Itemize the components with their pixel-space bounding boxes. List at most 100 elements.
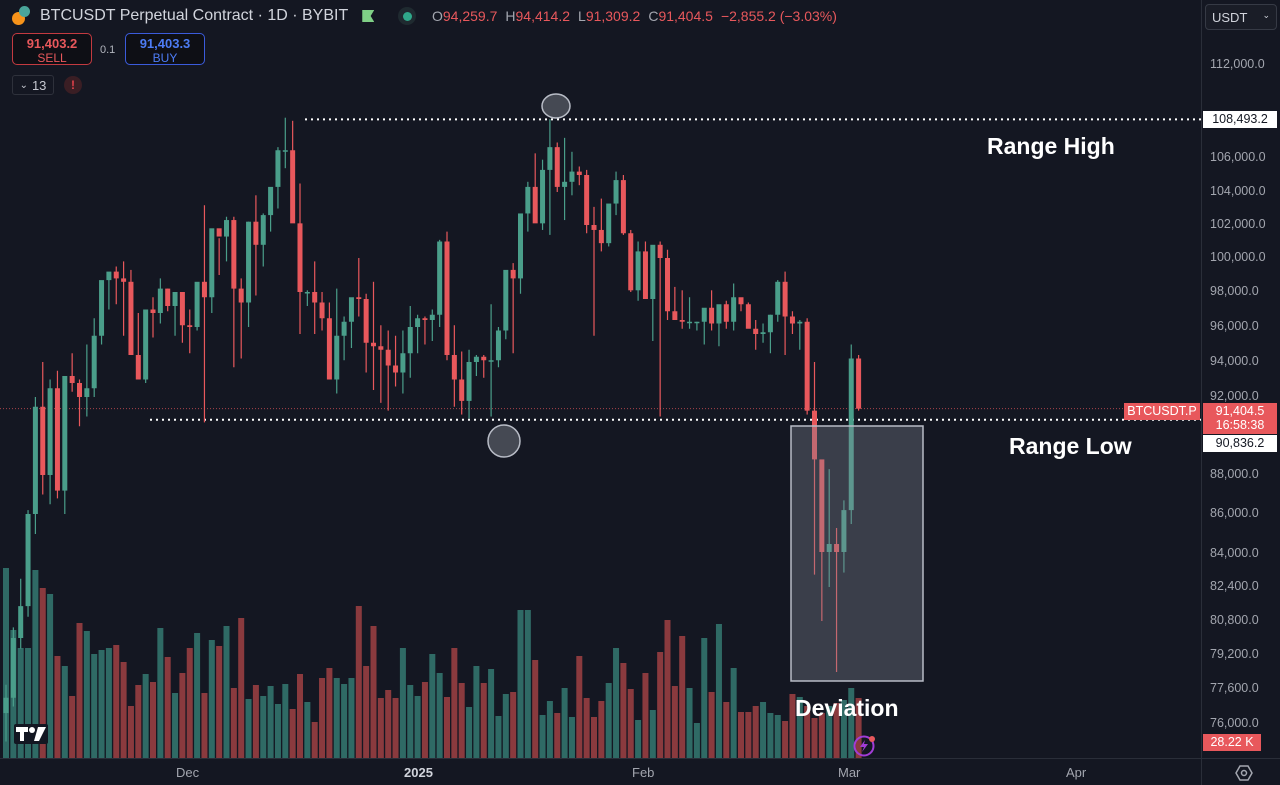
deviation-annotation[interactable]: Deviation [795, 695, 899, 721]
candle-body [767, 314, 773, 333]
lightning-alert-icon[interactable] [852, 733, 878, 759]
price-tick-label: 106,000.0 [1210, 150, 1266, 164]
volume-bar [671, 686, 678, 758]
time-tick-label: Mar [838, 765, 861, 780]
volume-bar [804, 706, 811, 758]
candle-body [687, 321, 693, 324]
symbol-title[interactable]: BTCUSDT Perpetual Contract · 1D · BYBIT [40, 7, 349, 24]
volume-bar [194, 633, 201, 758]
candle-body [275, 150, 281, 187]
volume-bar [774, 715, 781, 758]
candle-body [826, 544, 832, 552]
market-status-icon[interactable] [398, 7, 417, 25]
candle-body [459, 379, 465, 401]
sell-button[interactable]: 91,403.2 SELL [12, 33, 92, 65]
candle-body [760, 332, 766, 334]
volume-bar [855, 698, 862, 758]
candle-body [238, 288, 244, 303]
candle-body [91, 335, 97, 389]
deviation-box[interactable] [790, 425, 924, 682]
volume-bar [135, 685, 142, 758]
candle-body [10, 638, 16, 698]
volume-bar [826, 706, 833, 758]
volume-bar [69, 696, 76, 758]
buy-button[interactable]: 91,403.3 BUY [125, 33, 205, 65]
candle-body [481, 356, 487, 361]
candle-body [135, 355, 141, 380]
candle-body [32, 406, 38, 514]
range-low-price-label: 90,836.2 [1203, 435, 1277, 452]
volume-bar [723, 702, 730, 758]
volume-bar [539, 715, 546, 758]
warning-icon[interactable]: ! [64, 76, 82, 94]
price-tick-label: 86,000.0 [1210, 506, 1259, 520]
volume-bar [230, 688, 237, 758]
candle-body [650, 244, 656, 299]
volume-bar [252, 685, 259, 758]
tradingview-logo-icon[interactable] [14, 724, 48, 744]
currency-select[interactable]: USDT ⌄ [1205, 4, 1277, 30]
candle-body [319, 302, 325, 319]
candle-body [848, 358, 854, 511]
range-high-annotation[interactable]: Range High [987, 133, 1115, 159]
candle-body [187, 325, 193, 327]
candle-body [731, 297, 737, 322]
volume-bar [355, 606, 362, 758]
flag-icon[interactable] [362, 10, 375, 22]
candle-body [415, 318, 421, 327]
candle-body [716, 304, 722, 324]
volume-bar [414, 696, 421, 758]
candle-body [150, 309, 156, 313]
chevron-down-icon: ⌄ [19, 79, 28, 91]
volume-bar [385, 690, 392, 758]
candle-body [77, 383, 82, 397]
candle-body [753, 328, 759, 334]
candle-body [789, 316, 795, 324]
candle-body [444, 241, 450, 355]
volume-bar [377, 698, 384, 758]
volume-bar [150, 682, 156, 758]
btc-coin-icon [12, 6, 32, 26]
volume-bar [208, 640, 215, 758]
candle-body [723, 304, 729, 322]
volume-bar [260, 696, 267, 758]
candle-body [635, 251, 641, 291]
indicators-toggle[interactable]: ⌄ 13 [12, 75, 54, 95]
symbol-header: BTCUSDT Perpetual Contract · 1D · BYBIT [12, 6, 417, 26]
volume-bar [664, 620, 671, 758]
volume-bar [370, 626, 377, 758]
range-low-annotation[interactable]: Range Low [1009, 433, 1132, 459]
volume-bar [730, 668, 737, 758]
volume-bar [657, 652, 664, 758]
candle-body [525, 186, 531, 214]
volume-bar [627, 689, 634, 758]
range-low-wick-circle[interactable] [487, 424, 521, 458]
volume-bar [164, 657, 171, 758]
candle-body [797, 321, 803, 324]
volume-bar [635, 720, 642, 758]
volume-bar [532, 660, 539, 758]
candle-body [378, 346, 384, 350]
volume-bar [796, 697, 803, 758]
candle-body [348, 297, 354, 322]
candle-body [47, 388, 53, 475]
symbol-price-tag: BTCUSDT.P [1124, 403, 1200, 420]
price-tick-label: 112,000.0 [1210, 57, 1265, 71]
volume-bar [392, 698, 399, 758]
candle-body [393, 365, 399, 373]
candle-body [503, 269, 509, 331]
volume-bar [546, 701, 553, 758]
candle-body [209, 228, 215, 298]
candle-body [694, 321, 700, 324]
candle-body [84, 388, 90, 397]
volume-bar [407, 685, 414, 758]
volume-bar [3, 568, 9, 758]
candle-body [554, 147, 560, 187]
volume-bar [216, 646, 223, 758]
candle-body [775, 281, 781, 315]
settings-icon[interactable] [1235, 764, 1253, 782]
volume-bar [568, 717, 575, 758]
candle-body [642, 251, 648, 299]
range-high-wick-circle[interactable] [541, 93, 571, 119]
